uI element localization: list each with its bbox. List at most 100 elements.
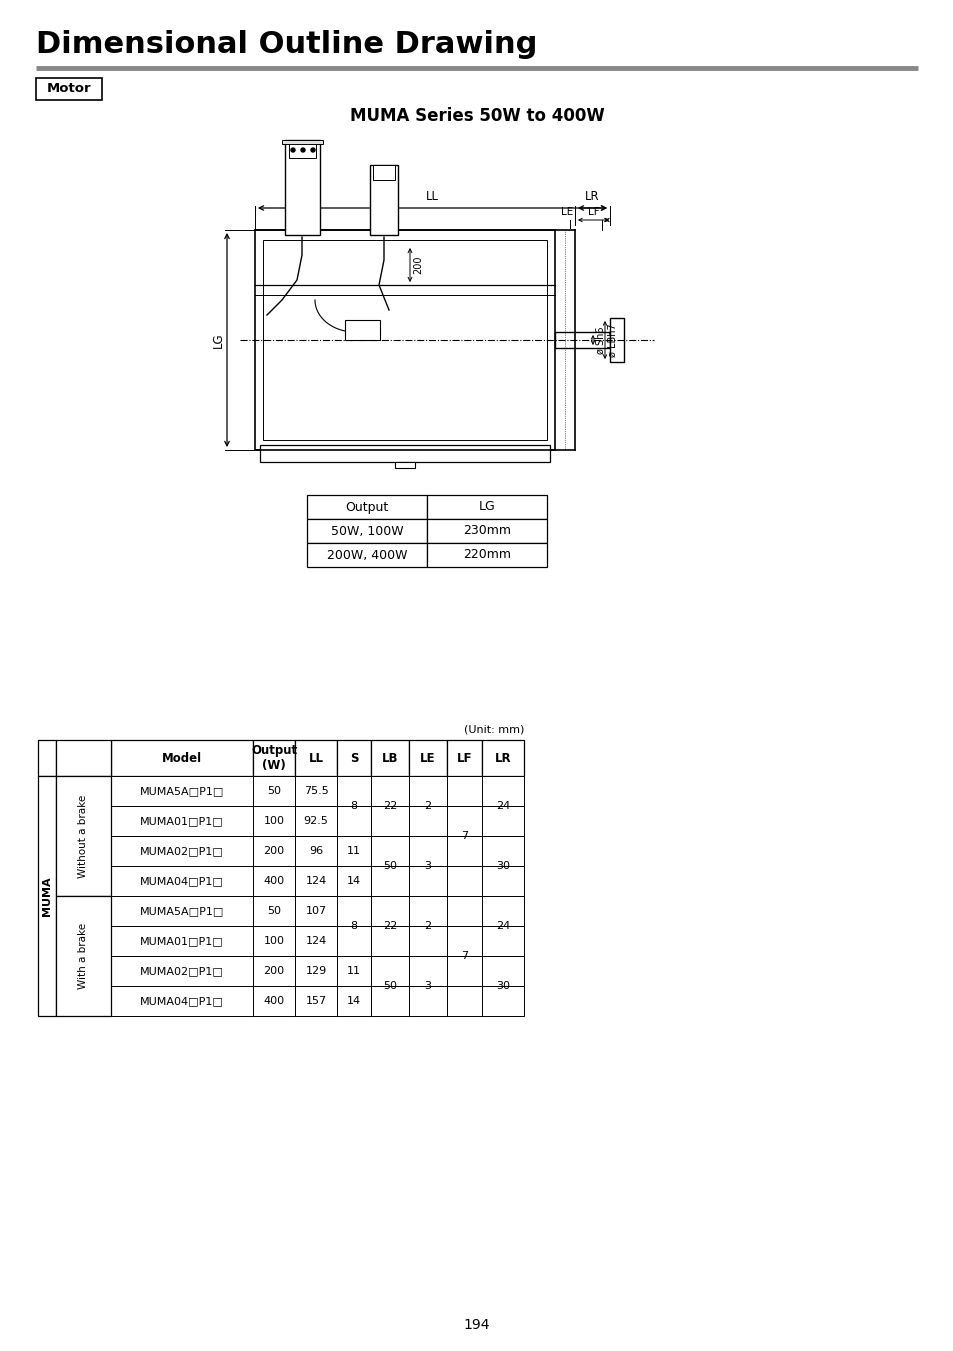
Text: 157: 157 (305, 996, 326, 1006)
Text: 400: 400 (263, 875, 284, 886)
Bar (345, 320, 379, 340)
Bar (409, 866, 447, 896)
Bar (481, 775, 523, 807)
Text: 75.5: 75.5 (303, 786, 328, 796)
Bar (447, 866, 481, 896)
Text: MUMA: MUMA (42, 877, 52, 916)
Circle shape (291, 149, 294, 153)
Bar (36, 78, 102, 100)
Text: 2: 2 (424, 801, 431, 811)
Bar (427, 494, 546, 519)
Bar (373, 165, 395, 180)
Bar (371, 896, 409, 925)
Text: MUMA Series 50W to 400W: MUMA Series 50W to 400W (349, 107, 604, 126)
Bar (481, 896, 523, 925)
Bar (294, 836, 336, 866)
Text: MUMA02□P1□: MUMA02□P1□ (140, 846, 224, 857)
Text: MUMA01□P1□: MUMA01□P1□ (140, 816, 224, 825)
Text: Without a brake: Without a brake (78, 794, 89, 878)
Text: 11: 11 (347, 846, 360, 857)
Bar (38, 775, 56, 1016)
Bar (336, 866, 371, 896)
Text: 220mm: 220mm (462, 549, 511, 562)
Text: 30: 30 (496, 861, 510, 871)
Bar (111, 957, 253, 986)
Bar (409, 836, 447, 866)
Text: 2: 2 (424, 921, 431, 931)
Bar (56, 775, 111, 896)
Bar (38, 740, 56, 775)
Bar (409, 986, 447, 1016)
Bar (572, 230, 575, 450)
Bar (111, 896, 253, 925)
Text: LE: LE (560, 207, 573, 218)
Text: 400: 400 (263, 996, 284, 1006)
Bar (555, 332, 609, 349)
Bar (336, 740, 371, 775)
Text: 124: 124 (305, 875, 326, 886)
Bar (263, 240, 546, 440)
Bar (371, 807, 409, 836)
Bar (481, 986, 523, 1016)
Bar (253, 807, 294, 836)
Text: 194: 194 (463, 1319, 490, 1332)
Text: 22: 22 (382, 921, 396, 931)
Circle shape (311, 149, 314, 153)
Bar (447, 986, 481, 1016)
Text: 200: 200 (263, 846, 284, 857)
Bar (111, 775, 253, 807)
Bar (111, 807, 253, 836)
Text: LL: LL (426, 190, 438, 203)
Bar (294, 986, 336, 1016)
Text: 129: 129 (305, 966, 326, 975)
Text: MUMA5A□P1□: MUMA5A□P1□ (140, 907, 224, 916)
Bar (447, 775, 481, 807)
Text: S: S (350, 751, 358, 765)
Text: LG: LG (478, 500, 495, 513)
Bar (285, 141, 319, 235)
Text: Dimensional Outline Drawing: Dimensional Outline Drawing (36, 30, 537, 59)
Bar (371, 740, 409, 775)
Bar (447, 925, 481, 957)
Text: 100: 100 (263, 816, 284, 825)
Text: 200W, 400W: 200W, 400W (327, 549, 407, 562)
Text: ø Sh6: ø Sh6 (596, 326, 605, 354)
Bar (56, 740, 111, 775)
Text: 14: 14 (347, 875, 360, 886)
Bar (336, 986, 371, 1016)
Text: Model: Model (162, 751, 202, 765)
Text: 22: 22 (382, 801, 396, 811)
Bar (294, 957, 336, 986)
Bar (253, 836, 294, 866)
Text: Motor: Motor (47, 82, 91, 96)
Bar (282, 141, 323, 145)
Bar (289, 141, 315, 158)
Text: With a brake: With a brake (78, 923, 89, 989)
Bar (111, 986, 253, 1016)
Bar (253, 740, 294, 775)
Text: LF: LF (456, 751, 472, 765)
Text: 50W, 100W: 50W, 100W (331, 524, 403, 538)
Text: 124: 124 (305, 936, 326, 946)
Text: 3: 3 (424, 861, 431, 871)
Bar (371, 986, 409, 1016)
Text: LR: LR (584, 190, 599, 203)
Text: 200: 200 (263, 966, 284, 975)
Text: 7: 7 (460, 951, 468, 961)
Circle shape (301, 149, 305, 153)
Bar (336, 925, 371, 957)
Bar (371, 957, 409, 986)
Bar (409, 807, 447, 836)
Bar (427, 543, 546, 567)
Text: ø LBh7: ø LBh7 (607, 323, 618, 357)
Text: 92.5: 92.5 (303, 816, 328, 825)
Bar (111, 866, 253, 896)
Bar (56, 896, 111, 1016)
Text: 230mm: 230mm (462, 524, 511, 538)
Bar (481, 836, 523, 866)
Bar (294, 896, 336, 925)
Bar (481, 866, 523, 896)
Bar (409, 896, 447, 925)
Bar (294, 807, 336, 836)
Text: MUMA02□P1□: MUMA02□P1□ (140, 966, 224, 975)
